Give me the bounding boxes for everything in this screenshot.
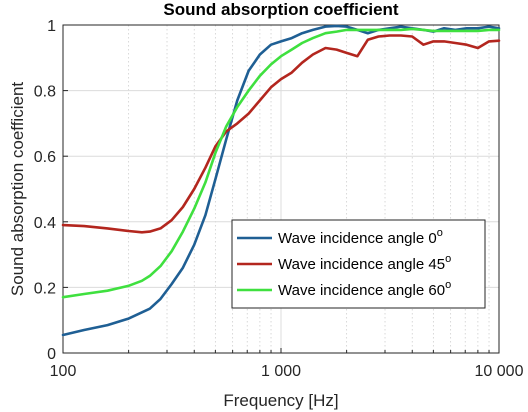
- x-axis-label: Frequency [Hz]: [223, 391, 338, 410]
- y-tick-label: 0.2: [34, 280, 56, 297]
- legend-entry-label: Wave incidence angle 45o: [278, 253, 451, 273]
- y-tick-label: 0.6: [34, 149, 56, 166]
- x-tick-label: 1 000: [261, 363, 301, 380]
- legend-box: [231, 219, 486, 309]
- series-lines: [61, 24, 501, 337]
- y-tick-label: 0.4: [34, 215, 56, 232]
- degree-superscript: o: [445, 279, 451, 291]
- series-line-3: [61, 27, 501, 299]
- y-tick-label: 1: [47, 18, 56, 35]
- y-tick-label: 0: [47, 346, 56, 363]
- y-axis-label: Sound absorption coefficient: [8, 82, 27, 297]
- x-tick-label: 10 000: [475, 363, 524, 380]
- axis-ticks: 100 1 000 10 000 0 0.2 0.4 0.6 0.8 1: [34, 18, 524, 380]
- series-line-2: [61, 34, 501, 234]
- legend-entry-label: Wave incidence angle 0o: [278, 227, 443, 247]
- chart-title: Sound absorption coefficient: [163, 0, 399, 19]
- degree-superscript: o: [445, 253, 451, 265]
- x-tick-label: 100: [50, 363, 77, 380]
- legend-entry-label: Wave incidence angle 60o: [278, 279, 451, 299]
- y-tick-label: 0.8: [34, 84, 56, 101]
- degree-superscript: o: [437, 227, 443, 239]
- legend: Wave incidence angle 0o Wave incidence an…: [231, 219, 486, 309]
